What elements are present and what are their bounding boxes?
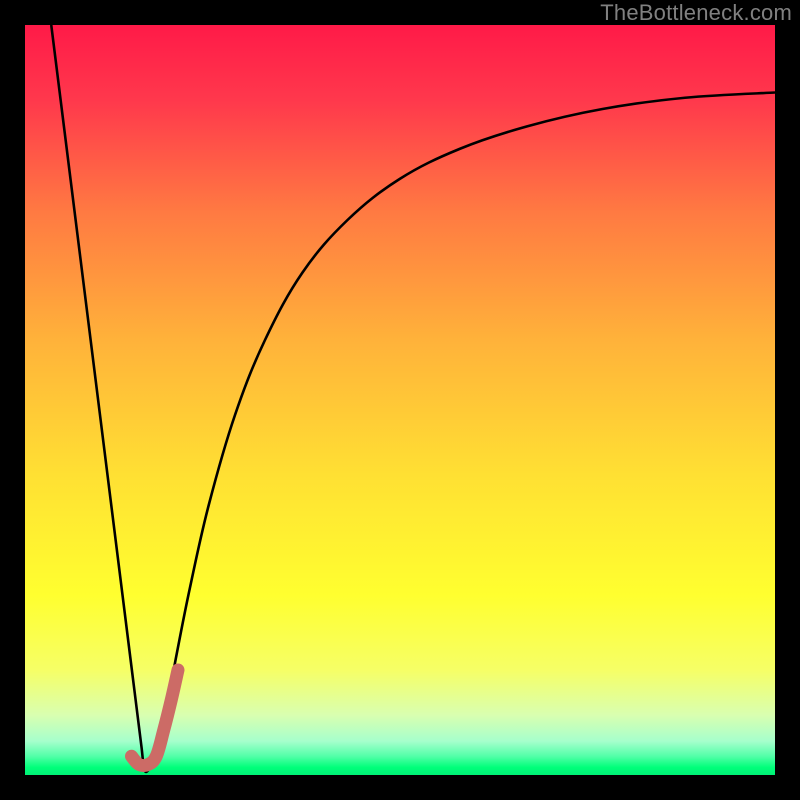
watermark-text: TheBottleneck.com [600,0,792,26]
bottleneck-curve [51,25,775,772]
plot-area [25,25,775,775]
frame-right [775,0,800,800]
curves-svg [25,25,775,775]
frame-left [0,0,25,800]
chart-stage: TheBottleneck.com [0,0,800,800]
frame-bottom [0,775,800,800]
